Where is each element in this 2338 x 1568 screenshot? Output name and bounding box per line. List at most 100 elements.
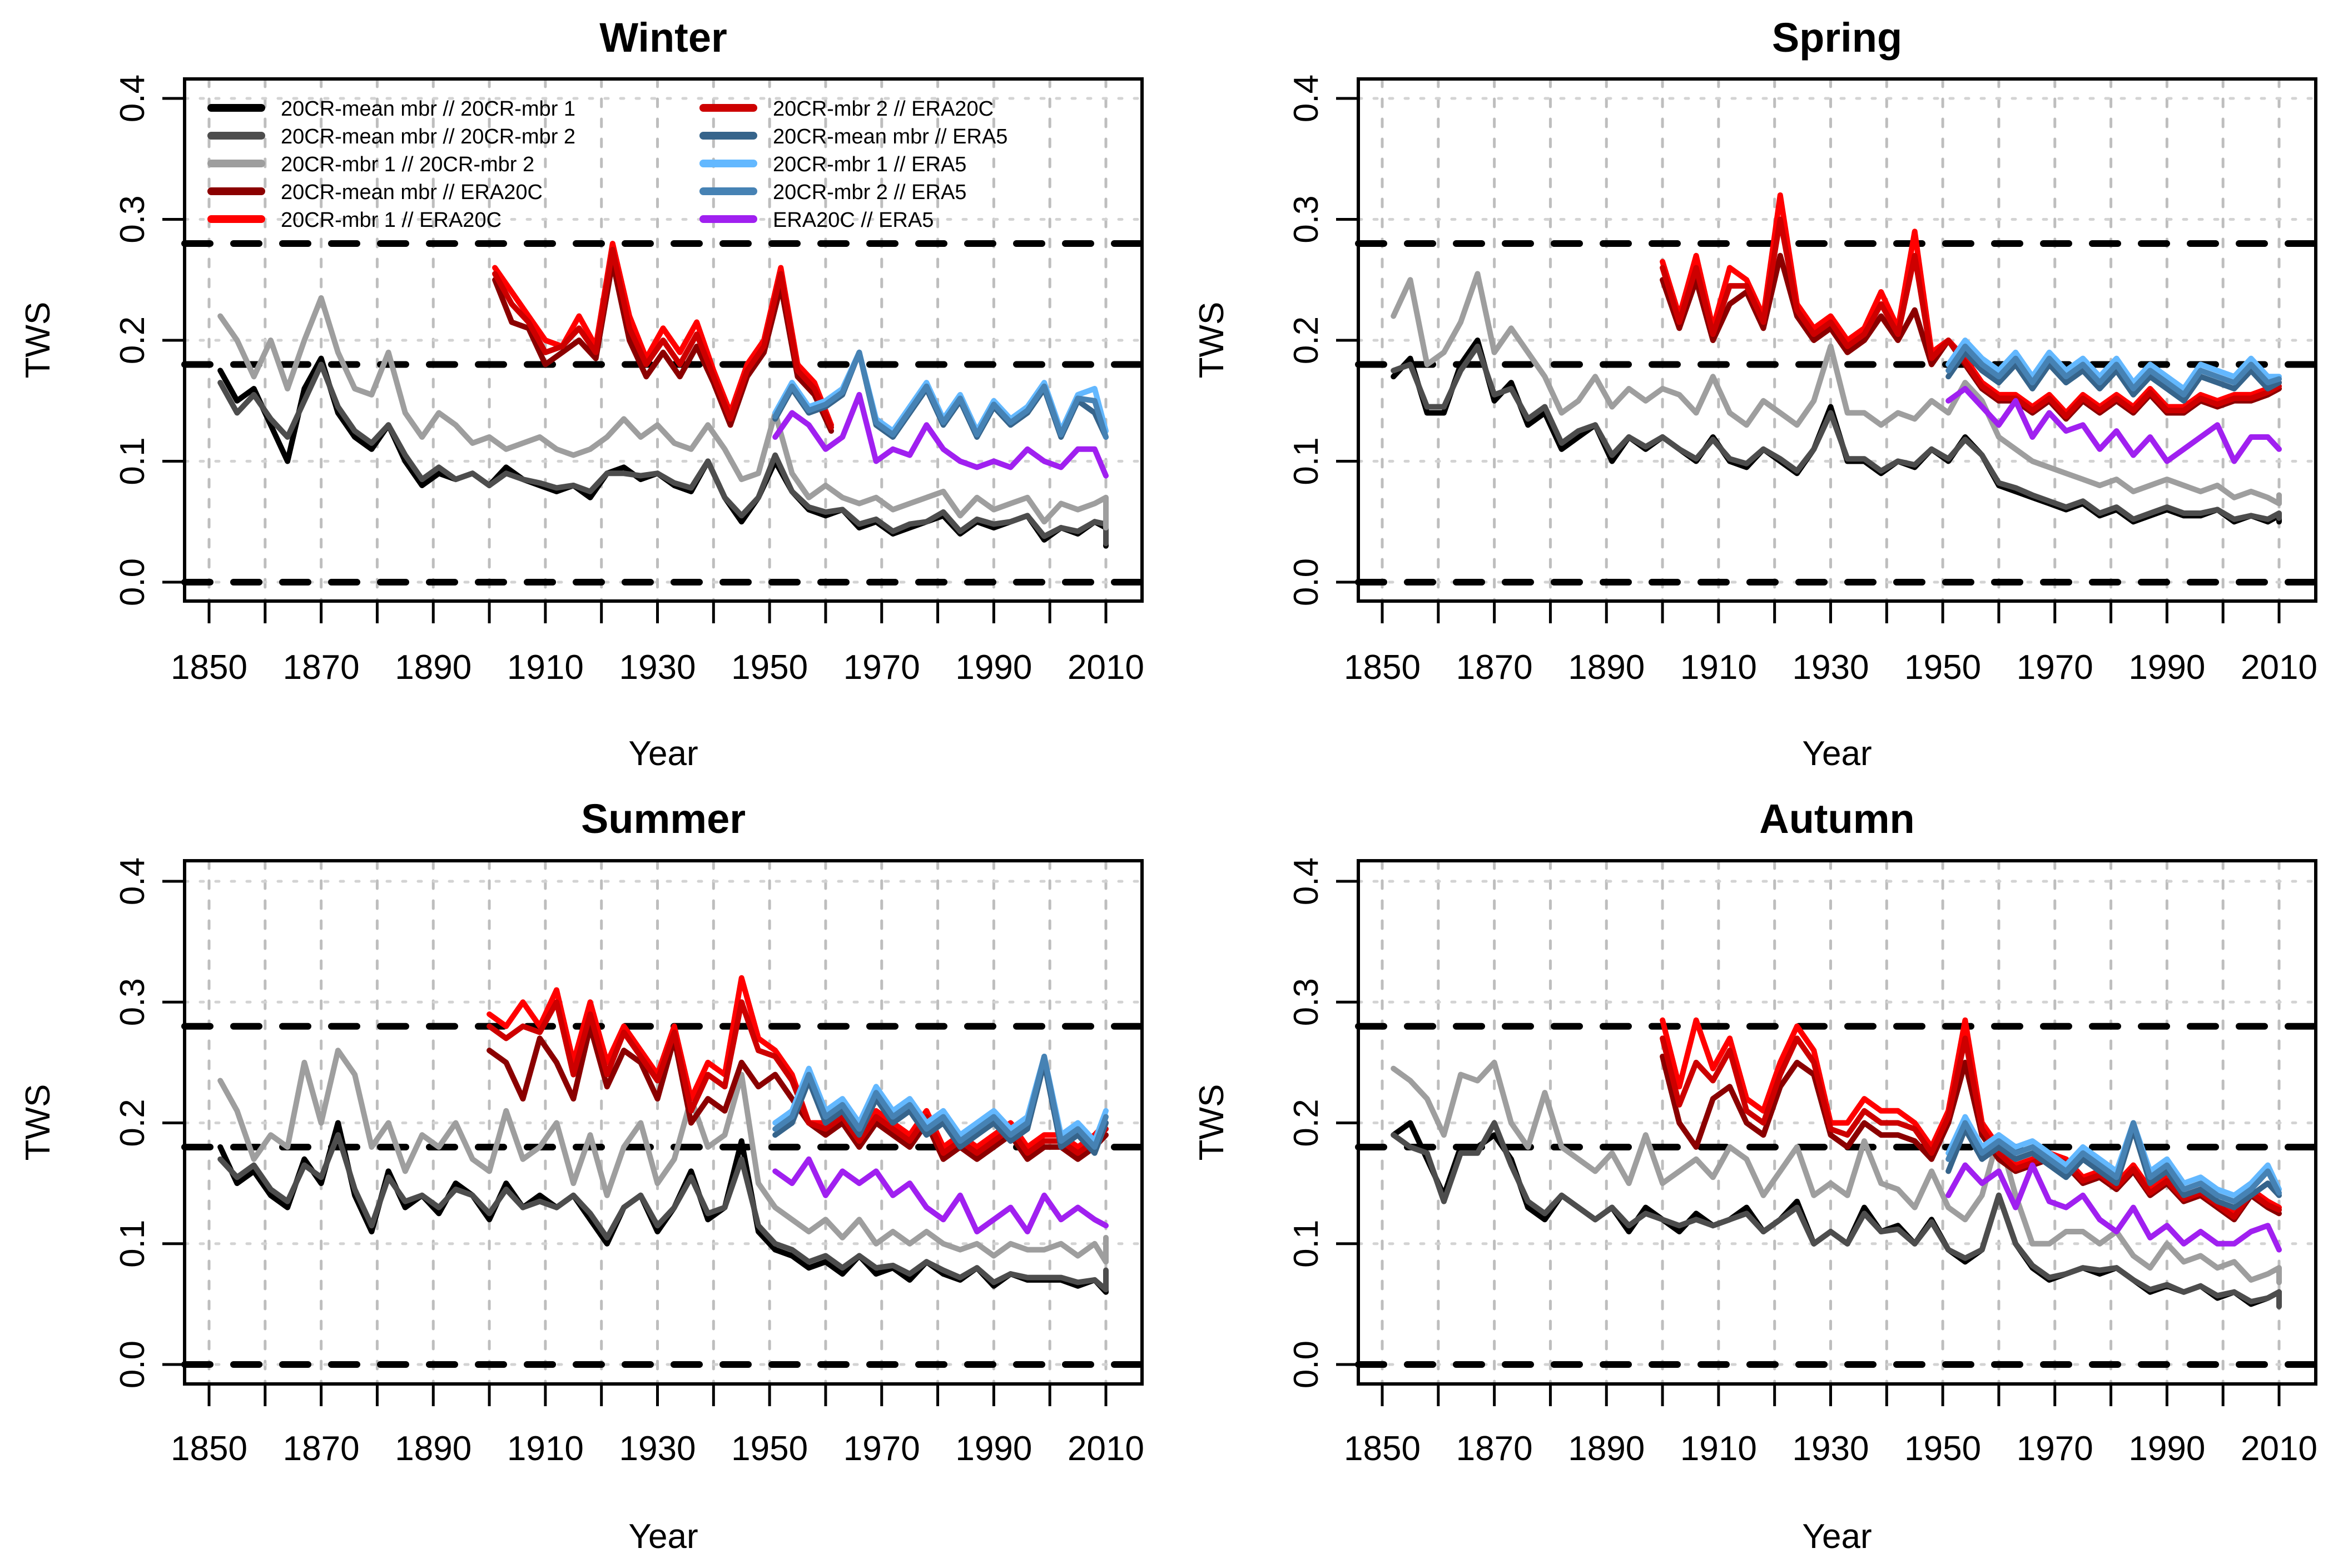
series-line: [772, 391, 1109, 479]
x-tick-label: 1890: [1568, 648, 1645, 687]
x-tick-label: 1970: [843, 648, 920, 687]
x-tick-label: 1890: [1568, 1430, 1645, 1468]
x-tick-label: 1910: [507, 648, 584, 687]
legend-label: 20CR-mbr 1 // ERA5: [773, 153, 966, 176]
x-tick-label: 1990: [2128, 648, 2205, 687]
legend-item: 20CR-mean mbr // 20CR-mbr 2: [207, 125, 575, 148]
y-axis-label: TWS: [1193, 1084, 1231, 1161]
series-line: [1391, 271, 2282, 507]
x-axis-label: Year: [1802, 735, 1872, 773]
x-tick-label: 1970: [2017, 648, 2093, 687]
x-tick-label: 1890: [395, 648, 471, 687]
y-tick-label: 0.0: [113, 1341, 152, 1388]
legend-item: 20CR-mbr 2 // ERA5: [699, 181, 966, 204]
y-tick-label: 0.4: [1287, 857, 1326, 905]
x-tick-label: 1930: [1793, 1430, 1869, 1468]
x-tick-label: 2010: [1068, 648, 1144, 687]
x-axis-label: Year: [1802, 1517, 1872, 1556]
series-line: [1945, 343, 2282, 398]
legend-item: 20CR-mean mbr // ERA5: [699, 125, 1007, 148]
series-line: [217, 361, 1109, 547]
y-tick-label: 0.4: [113, 75, 152, 122]
legend-label: 20CR-mean mbr // ERA5: [773, 125, 1007, 148]
panel-winter: 1850 1870 1890 1910 1930 1950 1970 1990 2010 0.0 0…: [19, 14, 1145, 773]
series-line: [1660, 216, 2282, 419]
panel-spring: 1850 1870 1890 1910 1930 1950 1970 1990 2010 0.0 0…: [1193, 14, 2319, 773]
x-tick-label: 2010: [1068, 1430, 1144, 1468]
y-tick-label: 0.3: [1287, 195, 1326, 243]
series-line: [1391, 1120, 2282, 1309]
y-tick-label: 0.4: [113, 857, 152, 905]
x-tick-label: 2010: [2241, 648, 2317, 687]
series-line: [772, 1156, 1109, 1234]
legend-label: 20CR-mean mbr // 20CR-mbr 2: [281, 125, 575, 148]
x-tick-label: 1850: [171, 1430, 247, 1468]
y-tick-label: 0.3: [113, 195, 152, 243]
series-line: [492, 246, 834, 430]
x-tick-label: 1950: [731, 1430, 808, 1468]
x-tick-label: 1950: [1904, 648, 1981, 687]
panel-title: Spring: [1772, 14, 1902, 61]
panel-title: Winter: [599, 14, 727, 61]
y-tick-label: 0.0: [1287, 558, 1326, 606]
series-line: [1945, 1126, 2282, 1210]
legend-item: 20CR-mbr 1 // ERA20C: [207, 209, 502, 232]
x-tick-label: 1870: [1456, 1430, 1533, 1468]
y-axis-label: TWS: [19, 1084, 57, 1161]
series-line: [772, 1054, 1109, 1150]
x-tick-label: 1930: [1793, 648, 1869, 687]
series-line: [1391, 1059, 2282, 1286]
panel-title: Autumn: [1759, 796, 1915, 842]
series-line: [1945, 1162, 2282, 1253]
y-tick-label: 0.3: [1287, 978, 1326, 1026]
series-line: [217, 295, 1109, 531]
x-tick-label: 1950: [731, 648, 808, 687]
x-tick-label: 1870: [283, 1430, 360, 1468]
x-tick-label: 1950: [1904, 1430, 1981, 1468]
x-tick-label: 1870: [283, 648, 360, 687]
x-tick-label: 1850: [1344, 648, 1421, 687]
panel-title: Summer: [581, 796, 746, 842]
series-line: [1391, 343, 2282, 522]
y-tick-label: 0.3: [113, 978, 152, 1026]
x-axis-label: Year: [628, 1517, 698, 1556]
y-tick-label: 0.1: [1287, 1220, 1326, 1268]
x-tick-label: 1910: [1680, 648, 1757, 687]
x-tick-label: 1930: [619, 1430, 696, 1468]
legend-item: ERA20C // ERA5: [699, 209, 934, 232]
legend-item: 20CR-mean mbr // 20CR-mbr 1: [207, 97, 575, 121]
y-tick-label: 0.2: [113, 316, 152, 364]
series-line: [772, 349, 1109, 440]
x-tick-label: 1850: [171, 648, 247, 687]
x-tick-label: 1990: [955, 648, 1032, 687]
legend-label: ERA20C // ERA5: [773, 209, 934, 232]
x-tick-label: 1990: [2128, 1430, 2205, 1468]
y-tick-label: 0.4: [1287, 75, 1326, 122]
legend-label: 20CR-mean mbr // ERA20C: [281, 181, 543, 204]
y-tick-label: 0.0: [113, 558, 152, 606]
x-tick-label: 1910: [507, 1430, 584, 1468]
y-tick-label: 0.2: [1287, 1099, 1326, 1147]
series-line: [1945, 1120, 2282, 1204]
legend-label: 20CR-mbr 1 // ERA20C: [281, 209, 502, 232]
x-tick-label: 1870: [1456, 648, 1533, 687]
y-tick-label: 0.2: [113, 1099, 152, 1147]
y-tick-label: 0.2: [1287, 316, 1326, 364]
x-tick-label: 1970: [2017, 1430, 2093, 1468]
series-line: [217, 1048, 1109, 1265]
legend-item: 20CR-mbr 1 // ERA5: [699, 153, 966, 176]
legend-label: 20CR-mean mbr // 20CR-mbr 1: [281, 97, 575, 121]
legend-item: 20CR-mbr 2 // ERA20C: [699, 97, 994, 121]
x-tick-label: 1850: [1344, 1430, 1421, 1468]
x-tick-label: 1970: [843, 1430, 920, 1468]
legend: 20CR-mean mbr // 20CR-mbr 1 20CR-mean mbr…: [207, 97, 1007, 232]
legend-label: 20CR-mbr 2 // ERA5: [773, 181, 966, 204]
y-tick-label: 0.1: [1287, 437, 1326, 485]
x-axis-label: Year: [628, 735, 698, 773]
x-tick-label: 1990: [955, 1430, 1032, 1468]
x-tick-label: 1910: [1680, 1430, 1757, 1468]
y-axis-label: TWS: [19, 302, 57, 379]
legend-label: 20CR-mbr 1 // 20CR-mbr 2: [281, 153, 534, 176]
y-tick-label: 0.1: [113, 1220, 152, 1268]
